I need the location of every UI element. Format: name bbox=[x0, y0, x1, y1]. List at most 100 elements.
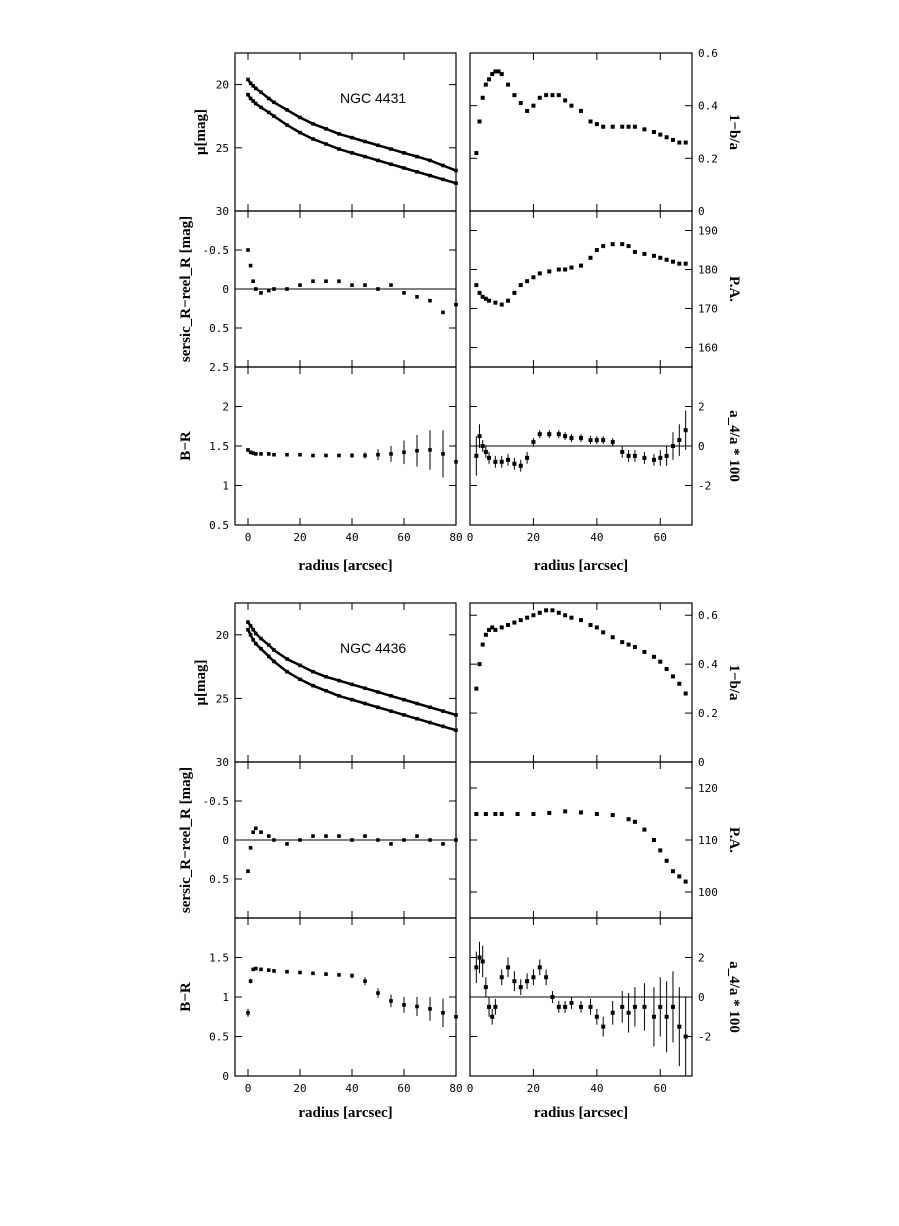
chart1-residual-point bbox=[415, 295, 419, 299]
chart1-residual-point bbox=[402, 291, 406, 295]
chart2-a4-point bbox=[626, 1010, 631, 1015]
chart1-mu-R-point bbox=[285, 108, 289, 112]
chart2-ellip-point bbox=[677, 681, 682, 686]
chart2-ellip-point bbox=[506, 623, 511, 628]
chart1-ellip-ytick-label: 0.4 bbox=[698, 100, 718, 113]
chart2-color-frame bbox=[234, 917, 457, 1077]
chart1-color-frame bbox=[234, 366, 457, 526]
chart2-color-xtick-label: 20 bbox=[293, 1082, 306, 1095]
chart2-ellip-point bbox=[483, 632, 488, 637]
chart2-residual-point bbox=[402, 838, 406, 842]
chart1-pa-ytick-label: 170 bbox=[698, 303, 718, 316]
chart2-color-point bbox=[311, 971, 315, 976]
chart2-ellip-point bbox=[477, 662, 482, 667]
chart2-pa-point bbox=[683, 879, 688, 884]
chart2-mu-R-point bbox=[272, 659, 276, 664]
chart1-pa-point bbox=[493, 300, 498, 305]
chart1-ellip-panel: 0 0.2 0.4 0.6 1−b/a bbox=[469, 47, 742, 218]
chart2-ellip-point bbox=[493, 627, 498, 632]
chart2-a4-xtick-label: 20 bbox=[527, 1082, 540, 1095]
chart2-ellip-point bbox=[664, 667, 669, 672]
chart2-ellip-point bbox=[601, 630, 606, 635]
chart2-a4-point bbox=[493, 1004, 498, 1009]
chart2-color-point bbox=[272, 969, 276, 973]
chart2-a4-point bbox=[664, 1014, 669, 1019]
chart2-ellip-point bbox=[588, 623, 593, 628]
chart1-color-xtick-label: 80 bbox=[449, 531, 462, 544]
chart2-mu-B-point bbox=[311, 669, 315, 674]
chart1-pa-point bbox=[487, 298, 492, 303]
chart2-ellip-point bbox=[569, 615, 574, 620]
chart2-mu-R-point bbox=[363, 701, 367, 706]
chart2-a4-point bbox=[569, 1000, 574, 1005]
chart2-a4-ytick-label: 2 bbox=[698, 952, 705, 965]
chart2-a4-point bbox=[620, 1004, 625, 1009]
chart2-a4-point bbox=[544, 975, 549, 980]
chart1-pa-panel: 160 170 180 190 P.A. bbox=[469, 210, 742, 368]
chart1-pa-point bbox=[512, 290, 517, 295]
chart1-mu-B-point bbox=[363, 154, 367, 159]
chart2-mu-B-point bbox=[389, 694, 393, 698]
chart2-mu-B-point bbox=[259, 636, 263, 641]
chart1-ellip-point bbox=[610, 124, 615, 129]
chart1-color-point bbox=[389, 452, 393, 456]
chart2-mu-B-point bbox=[285, 657, 289, 661]
chart2-a4-point bbox=[556, 1004, 561, 1009]
chart1-mu-B-point bbox=[324, 142, 328, 146]
chart1-a4-point bbox=[512, 461, 517, 466]
chart1-mu-B-point bbox=[376, 158, 380, 163]
chart1-mu-B-point bbox=[248, 96, 253, 101]
chart1-ellip-point bbox=[480, 95, 485, 100]
chart2-mu-B-point bbox=[251, 627, 255, 632]
chart1-mu-R-point bbox=[311, 121, 315, 126]
chart2-a4-point bbox=[537, 965, 542, 970]
chart2-color-xtick-label: 60 bbox=[397, 1082, 410, 1095]
chart2-a4-xtick-label: 60 bbox=[654, 1082, 667, 1095]
chart1-color-point bbox=[402, 450, 406, 455]
chart2-color-xtick-label: 0 bbox=[245, 1082, 252, 1095]
chart1-a4-xtick-label: 60 bbox=[654, 531, 667, 544]
chart1-residual-point bbox=[267, 288, 271, 293]
chart1-mu-R-point bbox=[267, 96, 271, 101]
chart2-color-ytick-label: 1.5 bbox=[209, 952, 229, 965]
chart1-a4-point bbox=[658, 455, 663, 460]
chart1-mu-R-point bbox=[298, 115, 302, 120]
chart2-ellip-point bbox=[683, 691, 688, 696]
chart1-ellip-point bbox=[664, 135, 669, 140]
chart1-ellip-point bbox=[531, 103, 536, 108]
chart1-a4-point bbox=[642, 455, 647, 460]
chart2-mu-ytick-label: 25 bbox=[216, 692, 229, 705]
chart1-residual-point bbox=[363, 283, 367, 287]
chart1-residual-point bbox=[311, 279, 315, 283]
chart1-color-point bbox=[267, 452, 271, 456]
chart1-mu-B-point bbox=[415, 170, 419, 174]
chart1-mu-R-point bbox=[259, 90, 263, 94]
chart2-a4-point bbox=[632, 1004, 637, 1009]
chart1-mu-B-point bbox=[251, 99, 255, 103]
chart1-a4-point bbox=[588, 438, 593, 443]
chart1-color-ytick-label: 2 bbox=[222, 401, 229, 414]
chart2-pa-point bbox=[658, 848, 663, 853]
chart2-ellip-point bbox=[579, 618, 583, 623]
chart1-mu-R-point bbox=[246, 77, 250, 82]
chart2-ellip-point bbox=[550, 608, 555, 613]
chart2-a4-point bbox=[518, 985, 523, 990]
chart2-pa-panel: 100 110 120 P.A. bbox=[469, 761, 742, 919]
chart1-ellip-point bbox=[658, 132, 663, 137]
chart1-mu-B-point bbox=[337, 147, 341, 151]
chart1-a4-point bbox=[493, 459, 498, 464]
chart2-color-point bbox=[246, 1011, 250, 1015]
chart1-pa-point bbox=[537, 271, 542, 276]
chart1-pa-point bbox=[547, 269, 552, 274]
chart1-residual-point bbox=[441, 310, 445, 315]
chart2-mu-ytick-label: 20 bbox=[216, 629, 229, 642]
chart1-ellip-point bbox=[496, 69, 501, 74]
chart2-color-ytick-label: 0 bbox=[222, 1070, 229, 1083]
chart2-pa-point bbox=[677, 874, 682, 879]
chart2-color-point bbox=[415, 1004, 419, 1009]
chart2-ellip-point bbox=[499, 625, 504, 630]
chart1-color-point bbox=[285, 452, 289, 457]
chart2-mu-R-point bbox=[415, 716, 419, 721]
chart2-left-xlabel: radius [arcsec] bbox=[298, 1105, 392, 1121]
chart2-color-point bbox=[376, 991, 380, 995]
